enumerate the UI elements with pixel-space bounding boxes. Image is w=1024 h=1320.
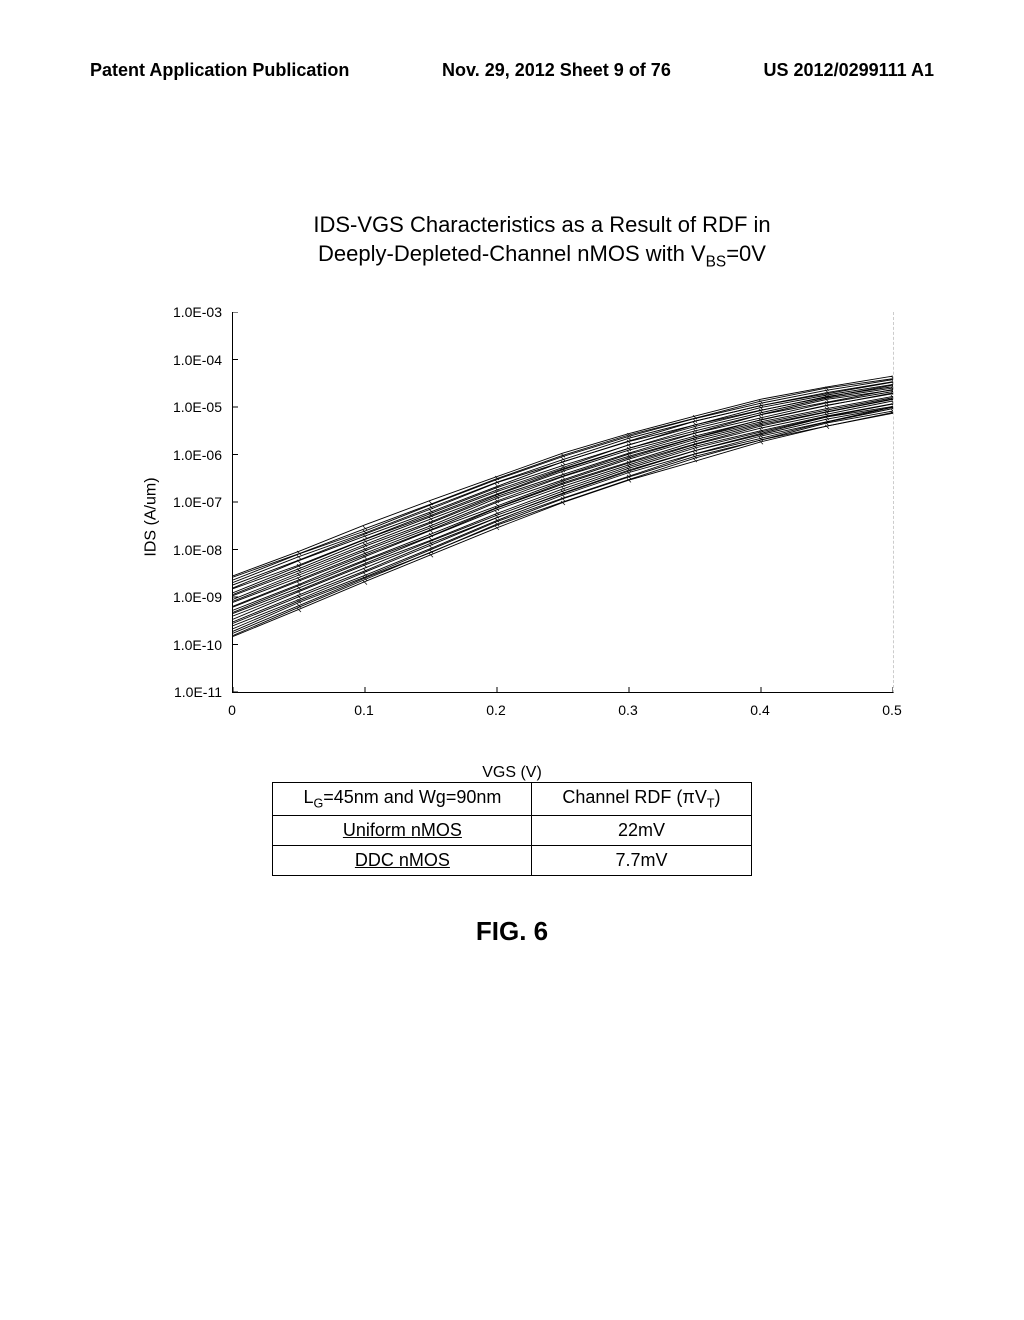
y-tick-label: 1.0E-08 (152, 542, 222, 558)
th-right-prefix: Channel RDF (πV (562, 787, 706, 807)
y-tick-label: 1.0E-04 (152, 352, 222, 368)
data-table: LG=45nm and Wg=90nm Channel RDF (πVT) Un… (272, 782, 751, 876)
content: IDS-VGS Characteristics as a Result of R… (0, 91, 1024, 947)
x-axis-label: VGS (V) (482, 764, 542, 782)
th-left-mid: =45nm and Wg=90nm (323, 787, 501, 807)
curve (233, 413, 893, 636)
curve (233, 404, 893, 620)
table-row: Uniform nMOS 22mV (273, 815, 751, 845)
cell-ddc-label: DDC nMOS (273, 845, 532, 875)
th-right-suffix: ) (715, 787, 721, 807)
title-line-2-suffix: =0V (726, 241, 766, 266)
curve (233, 407, 893, 624)
x-tick-label: 0.1 (344, 702, 384, 718)
table-header-row: LG=45nm and Wg=90nm Channel RDF (πVT) (273, 783, 751, 816)
curve (233, 412, 893, 635)
plot-area (232, 312, 894, 693)
cell-uniform-label: Uniform nMOS (273, 815, 532, 845)
curve (233, 411, 893, 633)
y-tick-label: 1.0E-07 (152, 494, 222, 510)
curve (233, 399, 893, 613)
chart: IDS (A/um) 1.0E-111.0E-101.0E-091.0E-081… (132, 302, 892, 732)
chart-title: IDS-VGS Characteristics as a Result of R… (150, 211, 934, 272)
y-tick-label: 1.0E-03 (152, 304, 222, 320)
table-row: DDC nMOS 7.7mV (273, 845, 751, 875)
title-line-2-sub: BS (706, 253, 727, 270)
y-tick-label: 1.0E-11 (152, 684, 222, 700)
curve (233, 404, 893, 622)
header-left: Patent Application Publication (90, 60, 349, 81)
chart-svg (233, 312, 893, 692)
th-left-prefix: L (303, 787, 313, 807)
x-tick-label: 0.3 (608, 702, 648, 718)
table-header-right: Channel RDF (πVT) (532, 783, 751, 816)
x-tick-label: 0.2 (476, 702, 516, 718)
x-tick-label: 0.5 (872, 702, 912, 718)
header-right: US 2012/0299111 A1 (764, 60, 934, 81)
y-tick-label: 1.0E-05 (152, 399, 222, 415)
table-header-left: LG=45nm and Wg=90nm (273, 783, 532, 816)
curve (233, 409, 893, 632)
y-tick-label: 1.0E-10 (152, 637, 222, 653)
title-line-1: IDS-VGS Characteristics as a Result of R… (313, 212, 770, 237)
cell-ddc-value: 7.7mV (532, 845, 751, 875)
header-center: Nov. 29, 2012 Sheet 9 of 76 (442, 60, 671, 81)
cell-uniform-value: 22mV (532, 815, 751, 845)
th-left-sub: G (313, 797, 323, 811)
page-header: Patent Application Publication Nov. 29, … (0, 0, 1024, 91)
y-tick-label: 1.0E-09 (152, 589, 222, 605)
x-tick-label: 0.4 (740, 702, 780, 718)
x-tick-label: 0 (212, 702, 252, 718)
figure-caption: FIG. 6 (90, 916, 934, 947)
y-tick-label: 1.0E-06 (152, 447, 222, 463)
th-right-sub: T (707, 797, 715, 811)
title-line-2-prefix: Deeply-Depleted-Channel nMOS with V (318, 241, 706, 266)
